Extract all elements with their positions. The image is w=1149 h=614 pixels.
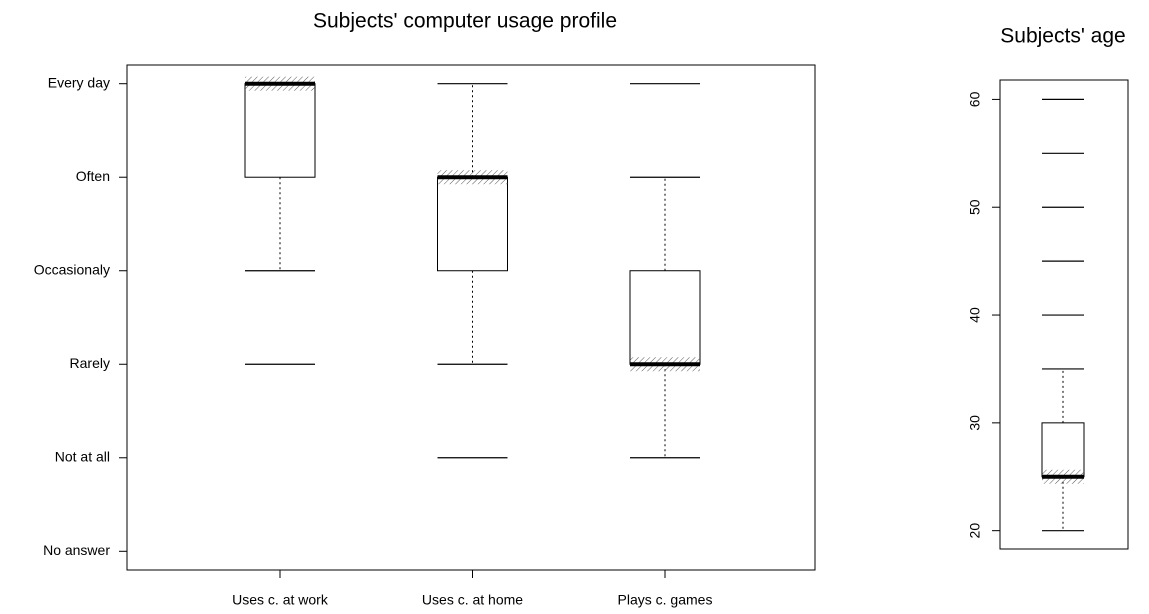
y-tick-label: 50: [967, 199, 983, 215]
x-tick-label: Uses c. at home: [422, 592, 523, 608]
chart-title: Subjects' age: [1000, 25, 1125, 48]
y-tick-label: No answer: [43, 542, 110, 558]
y-tick-label: 20: [967, 523, 983, 539]
x-tick-label: Plays c. games: [618, 592, 713, 608]
y-tick-label: 60: [967, 91, 983, 107]
box: [629, 270, 701, 365]
plot-frame: [999, 79, 1129, 550]
y-tick-label: Occasionaly: [34, 261, 110, 277]
box: [244, 83, 316, 178]
y-tick-label: 30: [967, 415, 983, 431]
y-tick-label: Every day: [48, 74, 110, 90]
box: [1041, 422, 1085, 478]
box: [437, 176, 508, 272]
y-tick-label: 40: [967, 307, 983, 323]
y-tick-label: Often: [76, 168, 110, 184]
chart-title: Subjects' computer usage profile: [313, 10, 617, 33]
plot-frame: [126, 64, 816, 571]
x-tick-label: Uses c. at work: [232, 592, 329, 608]
y-tick-label: Rarely: [70, 355, 110, 371]
y-tick-label: Not at all: [55, 448, 110, 464]
